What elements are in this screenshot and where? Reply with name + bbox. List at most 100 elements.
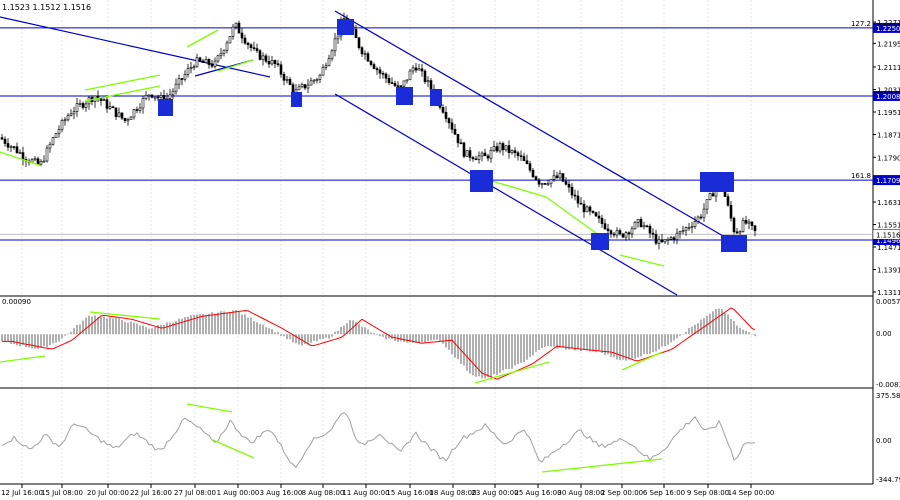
macd-bar (52, 334, 54, 344)
macd-bar (685, 331, 687, 335)
candle-body (315, 79, 319, 81)
candle-body (330, 50, 334, 59)
candle-body (498, 143, 502, 152)
candle-body (462, 142, 466, 157)
macd-bar (652, 334, 654, 352)
candle-body (291, 84, 295, 94)
candle-body (543, 183, 547, 185)
macd-bar (697, 323, 699, 335)
candle-body (288, 78, 292, 85)
candle-body (42, 160, 46, 163)
macd-bar (304, 334, 306, 344)
candle-body (429, 80, 433, 90)
candle-body (15, 146, 19, 154)
candle-body (750, 221, 754, 226)
macd-bar (298, 334, 300, 345)
candle-body (522, 156, 526, 162)
macd-bar (226, 312, 228, 335)
channel-lower-line[interactable] (334, 93, 678, 296)
trendline-descending[interactable] (0, 16, 271, 78)
candle-body (729, 204, 733, 219)
macd-bar (247, 317, 249, 335)
candle-body (123, 117, 127, 122)
candle-body (573, 194, 577, 197)
divergence-line (621, 351, 663, 371)
signal-marker (396, 87, 413, 105)
macd-bar (280, 334, 282, 336)
macd-bar (418, 334, 420, 344)
candle-body (654, 234, 658, 244)
candle-body (66, 115, 70, 121)
candle-body (405, 79, 409, 82)
macd-bar (361, 326, 363, 335)
candle-body (711, 193, 715, 197)
candle-body (561, 173, 565, 182)
macd-bar (580, 334, 582, 352)
macd-bar (229, 312, 231, 335)
macd-panel[interactable]: 0.00090 0.00572 0.00 -0.00831 (0, 298, 900, 389)
candle-body (570, 186, 574, 196)
candle-body (525, 160, 529, 165)
divergence-lines-macd (0, 311, 663, 384)
cci-line (1, 412, 756, 469)
candle-body (273, 60, 277, 65)
macd-bar (598, 334, 600, 352)
ohlc-header: 1.1523 1.1512 1.1516 (2, 3, 91, 12)
price-tick-label: 1.1471 (877, 244, 900, 252)
candle-body (354, 29, 358, 39)
candle-body (528, 163, 532, 171)
macd-bar (541, 334, 543, 349)
candle-body (603, 223, 607, 230)
candle-body (225, 42, 229, 51)
candle-body (393, 83, 397, 86)
candle-body (372, 64, 376, 69)
candle-body (387, 77, 391, 83)
macd-bar (271, 328, 273, 335)
macd-bar (193, 314, 195, 335)
candle-body (111, 106, 115, 109)
candle-body (576, 195, 580, 204)
macd-bar (115, 317, 117, 335)
candle-body (258, 50, 262, 60)
macd-bar (13, 334, 15, 345)
macd-bar (433, 334, 435, 340)
macd-bar (313, 334, 315, 341)
candle-body (18, 152, 22, 154)
macd-bar (421, 334, 423, 343)
divergence-line (541, 458, 663, 473)
divergence-lines-cci (186, 403, 663, 473)
candle-body (264, 55, 268, 62)
macd-bar (130, 321, 132, 335)
candle-body (447, 118, 451, 124)
candle-body (687, 227, 691, 229)
candle-body (459, 142, 463, 145)
candle-body (486, 155, 490, 159)
macd-bar (310, 334, 312, 343)
candle-body (417, 68, 421, 71)
candle-body (267, 60, 271, 65)
candle-body (633, 222, 637, 230)
fib-level-label: 161.8 (851, 172, 871, 180)
macd-bar (154, 326, 156, 335)
macd-bar (175, 321, 177, 335)
candle-body (135, 109, 139, 111)
candle-body (216, 55, 220, 62)
macd-bar (91, 316, 93, 335)
signal-marker (158, 99, 173, 116)
candle-body (672, 237, 676, 240)
signal-marker (721, 235, 747, 252)
divergence-line (474, 361, 550, 384)
macd-bar (7, 334, 9, 342)
candle-body (255, 48, 259, 51)
candle-body (147, 94, 151, 97)
channel-upper-line[interactable] (334, 10, 731, 241)
cci-panel[interactable]: 375.5808 0.00 -344.798 (1, 392, 900, 484)
macd-bar (613, 334, 615, 358)
candle-body (489, 150, 493, 159)
time-tick-label: 20 Jul 00:00 (87, 489, 129, 497)
candle-body (183, 74, 187, 80)
macd-bar (448, 334, 450, 350)
macd-tick: -0.00831 (876, 381, 900, 389)
